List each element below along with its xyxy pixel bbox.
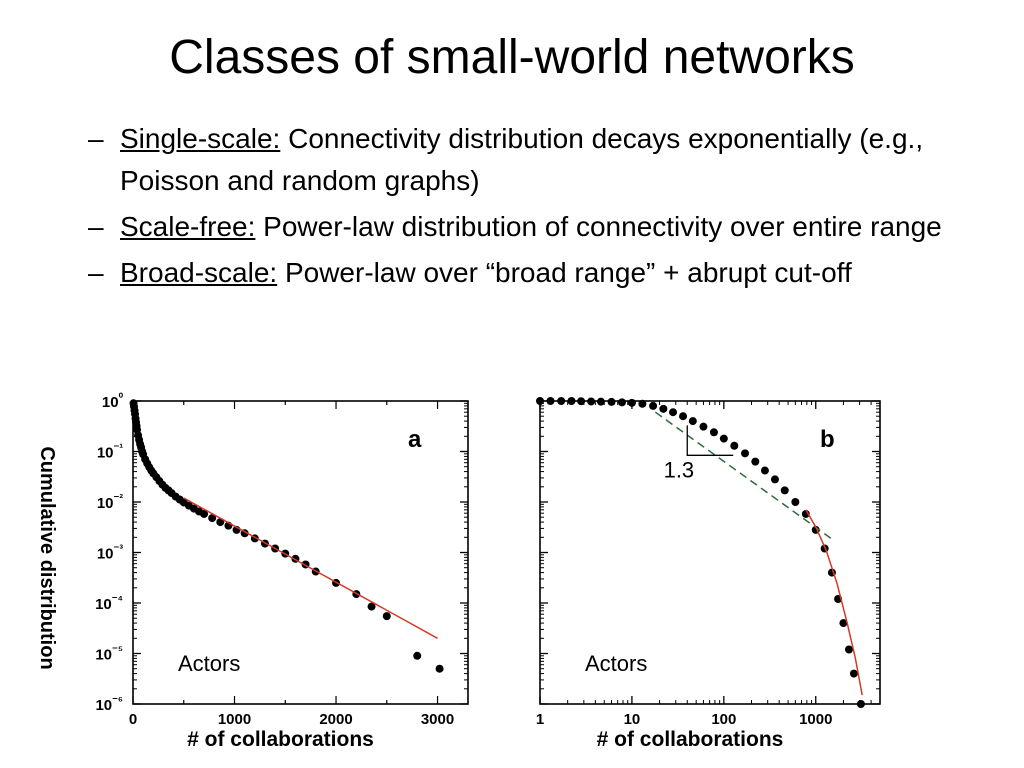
slide-title: Classes of small-world networks <box>169 31 855 84</box>
bullet-scale-free: – Scale-free: Power-law distribution of … <box>88 206 1018 248</box>
x-tick-label: 1000 <box>218 711 251 728</box>
x-tick-label: 100 <box>711 711 736 728</box>
data-point <box>607 397 616 406</box>
panel-label: b <box>820 426 835 453</box>
bullet-dash: – <box>88 211 104 242</box>
data-point <box>208 514 217 523</box>
fit-line <box>183 497 438 639</box>
panel-label: a <box>408 426 422 453</box>
data-point <box>367 602 376 611</box>
data-point <box>649 401 658 410</box>
bullet-broad-scale: – Broad-scale: Power-law over “broad ran… <box>88 252 1018 294</box>
x-axis-label: # of collaborations <box>187 728 374 751</box>
y-tick-label: 10⁻⁴ <box>95 594 123 613</box>
plot-frame <box>132 400 469 705</box>
y-tick-label: 10⁻¹ <box>97 443 123 462</box>
x-tick-label: 1 <box>536 711 544 728</box>
slope-triangle <box>686 425 734 456</box>
data-point <box>770 475 779 484</box>
data-point <box>546 397 555 405</box>
x-axis-label: # of collaborations <box>597 728 784 751</box>
x-tick-label: 3000 <box>421 711 454 728</box>
data-point <box>699 422 708 431</box>
data-point <box>435 664 444 673</box>
data-point <box>627 398 636 407</box>
bullet-list: – Single-scale: Connectivity distributio… <box>88 118 1018 298</box>
data-point <box>688 417 697 426</box>
data-point <box>741 449 750 458</box>
data-point <box>567 397 576 405</box>
x-tick-label: 2000 <box>319 711 352 728</box>
data-point <box>751 457 760 466</box>
data-point <box>200 509 209 518</box>
data-point <box>669 408 678 417</box>
y-tick-label: 10⁻² <box>97 493 123 512</box>
annotation-text: Actors <box>585 651 647 676</box>
data-point <box>577 397 586 406</box>
x-tick-label: 1000 <box>799 711 832 728</box>
fit-line <box>805 509 863 696</box>
data-point <box>536 397 544 405</box>
bullet-single-scale: – Single-scale: Connectivity distributio… <box>88 118 1018 202</box>
data-point <box>856 700 865 708</box>
data-point <box>839 619 848 628</box>
data-point <box>557 397 566 405</box>
data-point <box>659 404 668 413</box>
data-point <box>780 486 789 495</box>
bullet-text: Scale-free: Power-law distribution of co… <box>120 206 1018 248</box>
y-tick-label: 10⁻⁵ <box>95 645 123 664</box>
data-point <box>638 399 647 408</box>
bullet-term: Broad-scale: <box>120 257 278 288</box>
y-axis-label: Cumulative distribution <box>36 446 58 669</box>
bullet-term: Scale-free: <box>120 211 256 242</box>
bullet-text: Single-scale: Connectivity distribution … <box>120 118 1018 202</box>
data-point <box>679 412 688 421</box>
annotation-text: Actors <box>178 651 240 676</box>
y-tick-label: 10⁻³ <box>97 544 123 563</box>
data-point <box>617 398 626 407</box>
data-point <box>596 397 605 406</box>
data-point <box>719 434 728 443</box>
data-point <box>587 397 596 406</box>
bullet-dash: – <box>88 123 104 154</box>
bullet-term: Single-scale: <box>120 123 281 154</box>
slope-label: 1.3 <box>664 457 695 482</box>
data-point <box>382 612 391 621</box>
data-point <box>709 428 718 437</box>
bullet-dash: – <box>88 257 104 288</box>
power-law-fit-line <box>654 411 835 542</box>
bullet-description: Power-law distribution of connectivity o… <box>255 211 942 242</box>
y-tick-label: 10⁰ <box>102 392 124 411</box>
data-point <box>760 466 769 475</box>
chart-b: 1 10 100 1000 1.3 b Actors # of collaborations <box>536 397 881 751</box>
data-point <box>413 651 422 660</box>
x-tick-label: 10 <box>624 711 641 728</box>
data-point <box>849 669 858 678</box>
bullet-description: Power-law over “broad range” + abrupt cu… <box>277 257 852 288</box>
chart-a: 10⁰ 10⁻¹ 10⁻² 10⁻³ 10⁻⁴ 10⁻⁵ 10⁻⁶ 0 1000 2000 3000… <box>36 392 469 751</box>
data-point <box>845 645 854 654</box>
data-point <box>791 498 800 506</box>
y-tick-label: 10⁻⁶ <box>95 695 123 714</box>
bullet-text: Broad-scale: Power-law over “broad range… <box>120 252 1018 294</box>
bullet-description: Connectivity distribution decays exponen… <box>120 123 924 196</box>
data-point <box>730 441 739 450</box>
x-tick-label: 0 <box>129 711 137 728</box>
charts-figure: 10⁰ 10⁻¹ 10⁻² 10⁻³ 10⁻⁴ 10⁻⁵ 10⁻⁶ 0 1000 2000 3000… <box>36 392 881 751</box>
